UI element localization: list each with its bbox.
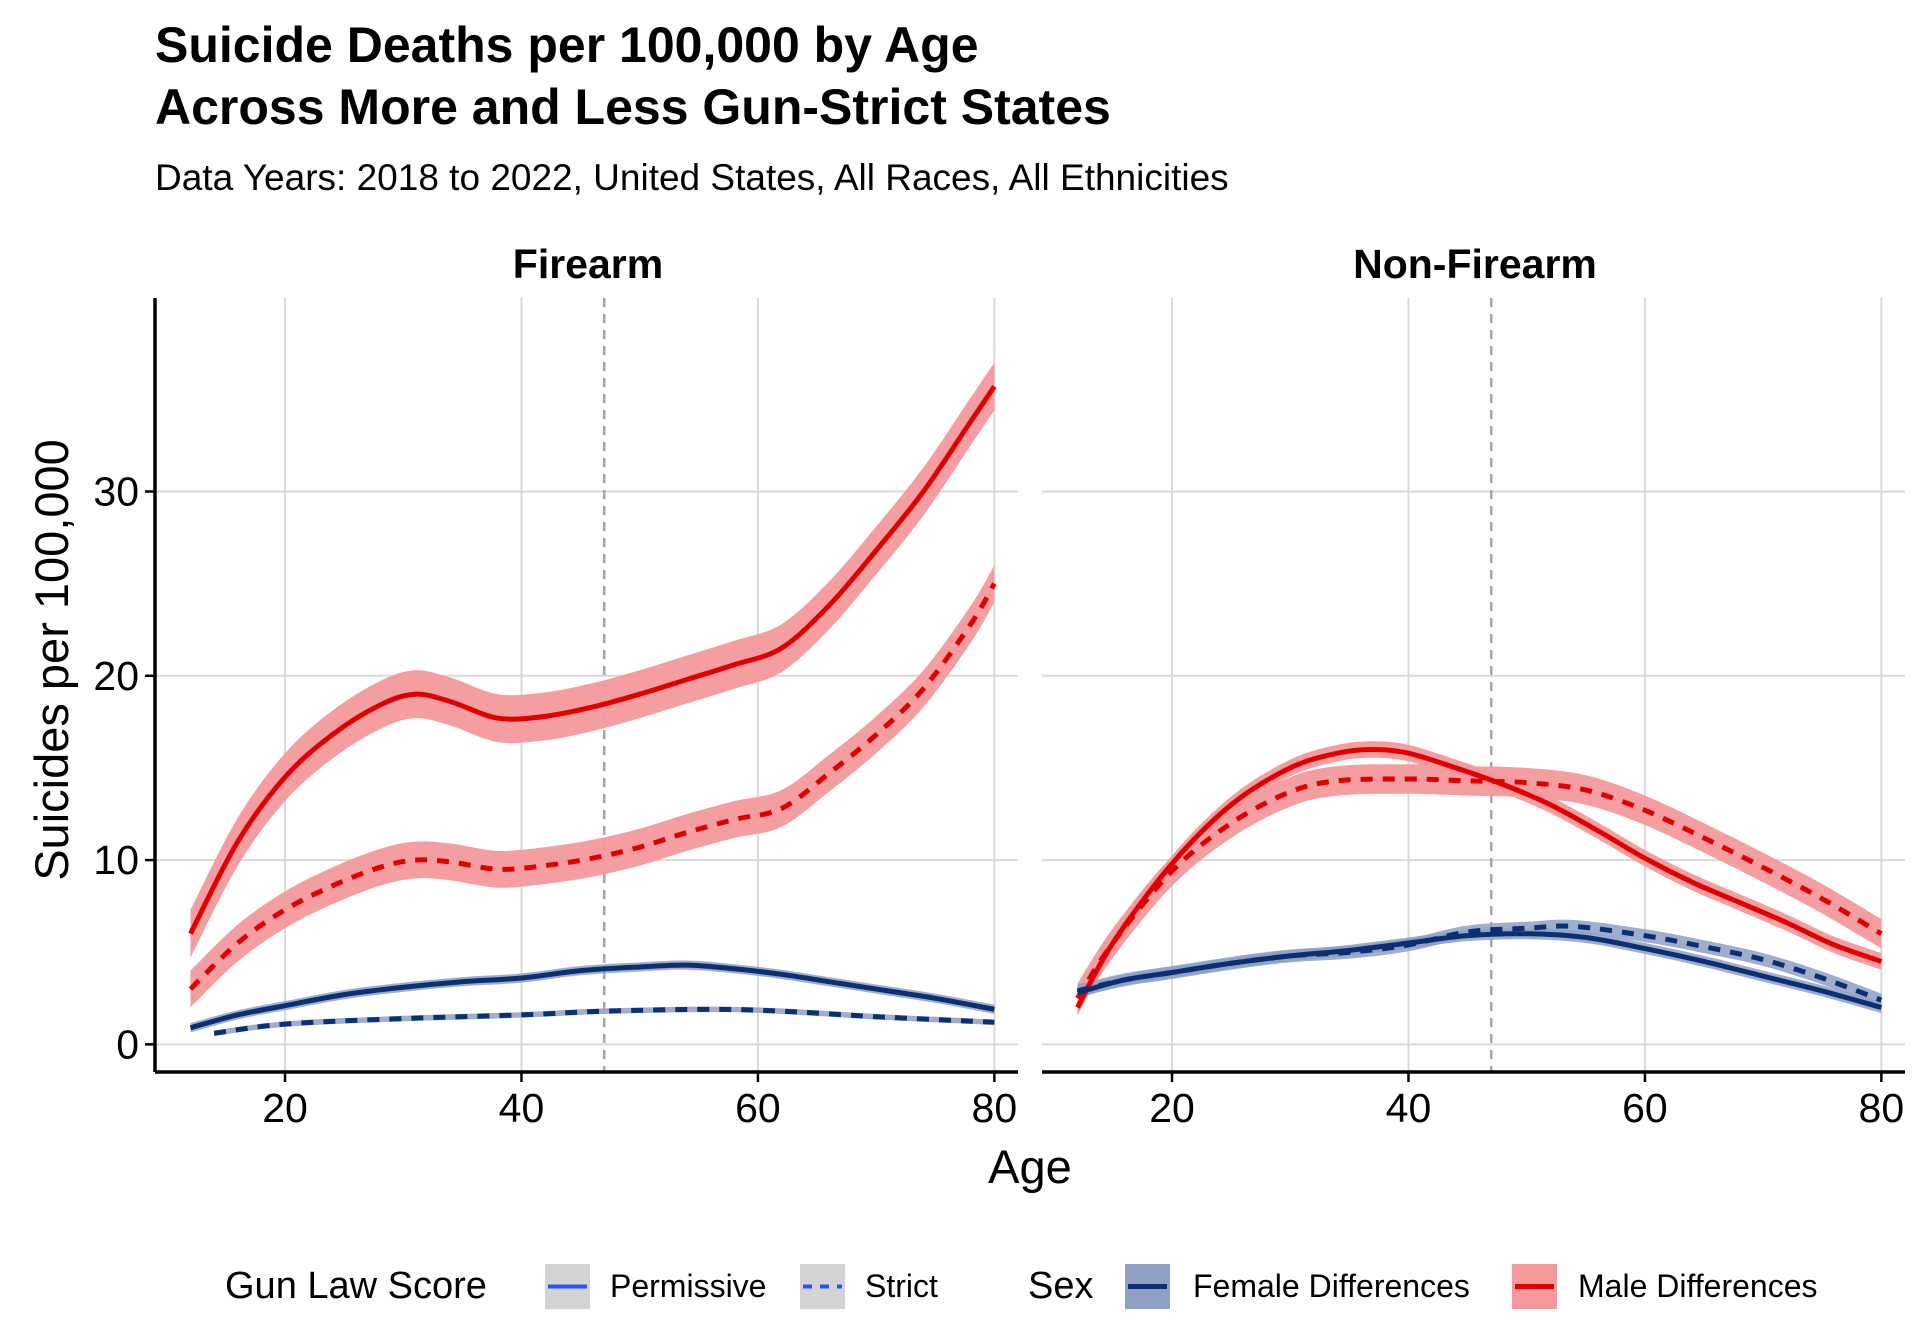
confidence-band-male-strict [1077, 764, 1882, 1014]
series-line-male-strict [188, 582, 997, 991]
series-line-male-strict [1075, 776, 1883, 1000]
x-tick-label: 40 [499, 1085, 545, 1131]
series-line-male-permissive [188, 385, 997, 935]
x-axis-title: Age [988, 1140, 1072, 1193]
x-tick-label: 80 [972, 1085, 1018, 1131]
y-tick-label: 30 [93, 469, 139, 515]
x-tick-label: 60 [1622, 1085, 1668, 1131]
confidence-band-female-permissive [1077, 928, 1882, 1014]
panel-firearm: 0 10 20 30 20 40 60 80 [93, 298, 1018, 1131]
panel-strip-non-firearm: Non-Firearm [1353, 241, 1597, 287]
y-tick-label: 20 [93, 653, 139, 699]
y-tick-label: 0 [116, 1021, 139, 1067]
legend-label-male: Male Differences [1578, 1268, 1818, 1304]
chart-subtitle: Data Years: 2018 to 2022, United States,… [155, 157, 1229, 198]
chart-title-line2: Across More and Less Gun-Strict States [155, 79, 1111, 135]
series-line-male-permissive [1075, 747, 1883, 1009]
y-tick-label: 10 [93, 837, 139, 883]
series-line-female-strict [1076, 923, 1883, 1003]
legend: Gun Law Score Permissive Strict Sex Fema… [225, 1264, 1818, 1309]
legend-label-female: Female Differences [1193, 1268, 1470, 1304]
x-tick-label: 20 [262, 1085, 308, 1131]
panel-non-firearm: 20 40 60 80 [1042, 298, 1905, 1131]
x-tick-label: 80 [1859, 1085, 1905, 1131]
chart-title-line1: Suicide Deaths per 100,000 by Age [155, 17, 979, 73]
confidence-band-male-strict [190, 565, 995, 1008]
legend-label-permissive: Permissive [610, 1268, 766, 1304]
legend-key-female [1125, 1264, 1170, 1309]
confidence-band-female-strict [214, 1006, 995, 1037]
panel-strip-firearm: Firearm [513, 241, 663, 287]
legend-label-strict: Strict [865, 1268, 938, 1304]
x-tick-label: 40 [1386, 1085, 1432, 1131]
x-tick-label: 60 [735, 1085, 781, 1131]
y-axis-title: Suicides per 100,000 [25, 439, 78, 881]
series-line-female-permissive [189, 962, 995, 1031]
confidence-band-female-strict [1077, 919, 1882, 1007]
series-line-female-strict [213, 1006, 995, 1036]
legend-key-permissive [545, 1264, 590, 1309]
legend-title-gun-law: Gun Law Score [225, 1265, 487, 1307]
legend-key-strict [800, 1264, 845, 1309]
x-tick-label: 20 [1149, 1085, 1195, 1131]
legend-key-male [1512, 1264, 1557, 1309]
legend-title-sex: Sex [1028, 1265, 1093, 1307]
